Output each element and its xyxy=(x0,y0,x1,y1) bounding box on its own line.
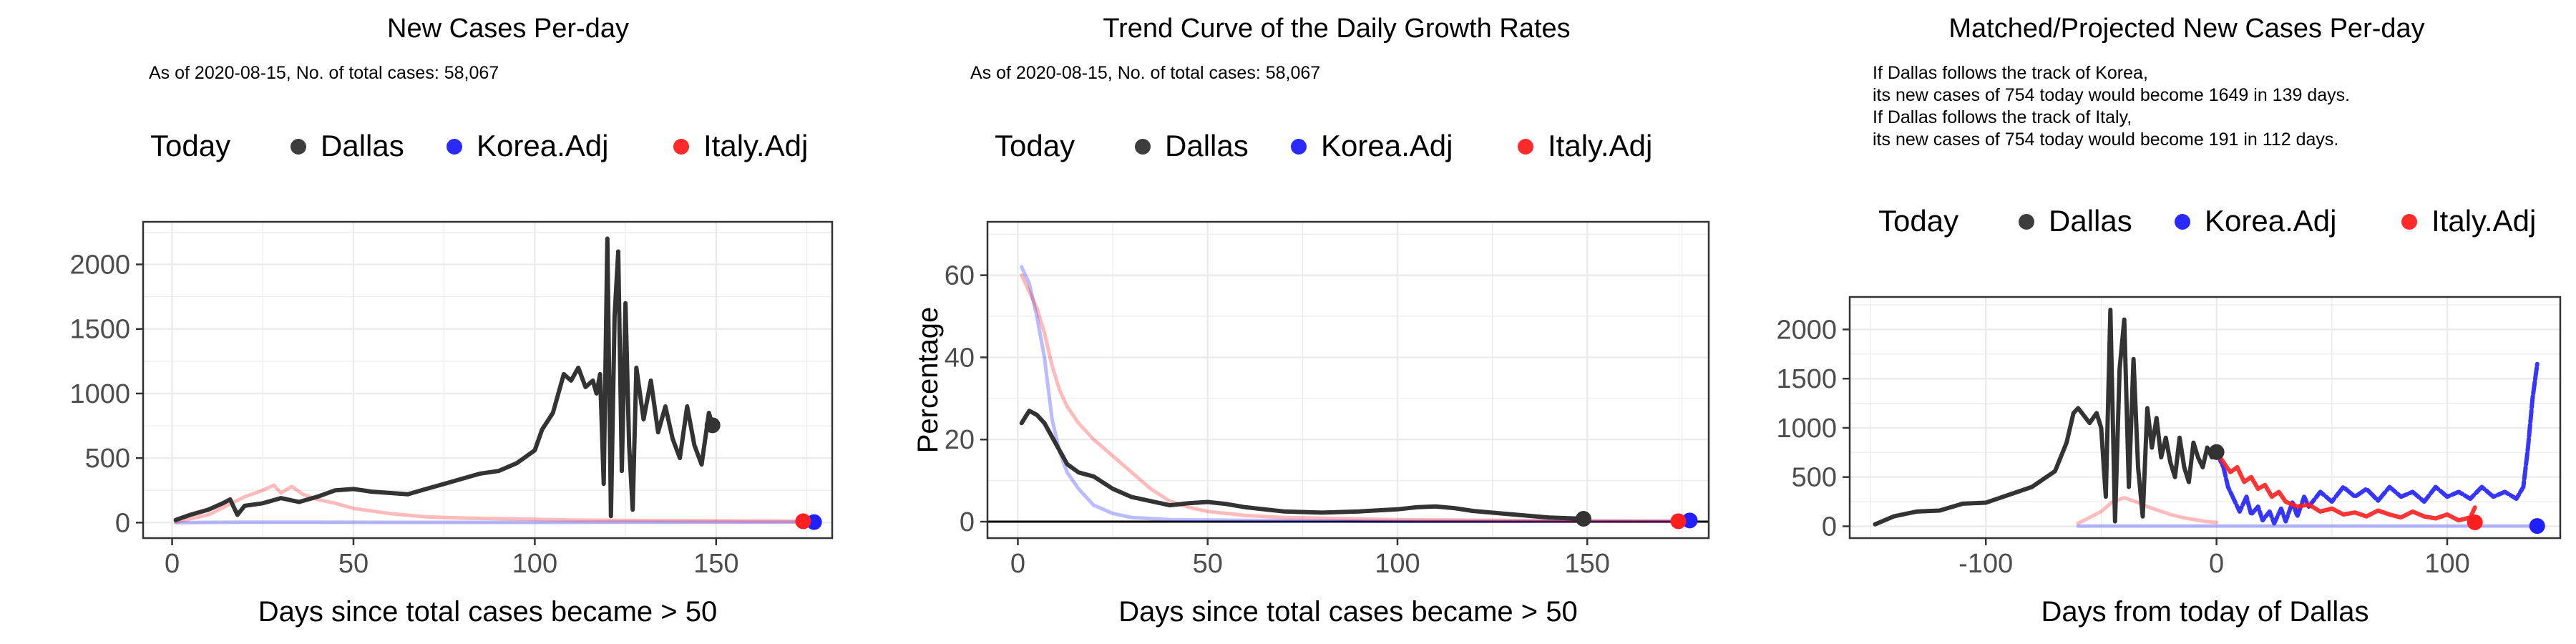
x-tick-label: -100 xyxy=(1958,549,2013,579)
legend-marker-dallas xyxy=(1135,139,1151,155)
legend-label-dallas: Dallas xyxy=(321,129,404,162)
chart-growth-rate-trend: Trend Curve of the Daily Growth Rates As … xyxy=(912,14,1710,628)
legend-item-korea-adj: Korea.Adj xyxy=(447,129,608,162)
today-point-dallas xyxy=(1575,511,1591,527)
plot-border xyxy=(1848,296,2562,540)
today-point-italy-adj xyxy=(1670,513,1687,530)
y-tick-label: 2000 xyxy=(1776,315,1837,345)
legend-item-italy-adj: Italy.Adj xyxy=(673,129,808,162)
y-tick-label: 2000 xyxy=(69,250,130,280)
x-axis-label: Days since total cases became > 50 xyxy=(258,596,717,628)
y-tick-label: 1500 xyxy=(1776,364,1837,394)
series-line-italy-adj xyxy=(174,483,805,524)
legend: Today Dallas Korea.Adj Italy.Adj xyxy=(995,129,1652,162)
legend-marker-italy-adj xyxy=(2401,214,2417,230)
x-tick-label: 0 xyxy=(2209,549,2224,579)
series-line-korea-adj-projection xyxy=(2214,361,2540,526)
plot-border xyxy=(986,220,1710,540)
x-tick-label: 50 xyxy=(1193,549,1223,579)
x-tick-label: 150 xyxy=(693,549,738,579)
series-line-italy-adj-projection xyxy=(2214,449,2477,523)
legend-label-korea-adj: Korea.Adj xyxy=(1321,129,1453,162)
chart-new-cases-per-day: New Cases Per-day As of 2020-08-15, No. o… xyxy=(69,14,834,628)
legend-item-italy-adj: Italy.Adj xyxy=(1518,129,1652,162)
legend-label-korea-adj: Korea.Adj xyxy=(477,129,608,162)
y-tick-label: 0 xyxy=(960,507,975,537)
today-point-korea-adj xyxy=(2529,518,2545,535)
x-tick-label: 100 xyxy=(2424,549,2469,579)
x-axis-label: Days from today of Dallas xyxy=(2041,596,2369,628)
x-tick-label: 150 xyxy=(1565,549,1610,579)
y-tick-label: 500 xyxy=(1792,463,1837,493)
today-point-dallas xyxy=(704,417,721,434)
legend-label-dallas: Dallas xyxy=(2049,204,2132,238)
legend-title: Today xyxy=(1878,204,1958,238)
grid xyxy=(1850,297,2560,538)
legend-item-dallas: Dallas xyxy=(291,129,404,162)
chart-subtitle-line: its new cases of 754 today would become … xyxy=(1873,85,2350,105)
legend-item-korea-adj: Korea.Adj xyxy=(2175,204,2336,238)
legend-label-korea-adj: Korea.Adj xyxy=(2205,204,2336,238)
y-tick-label: 500 xyxy=(85,444,130,474)
legend-title: Today xyxy=(995,129,1075,162)
legend-label-italy-adj: Italy.Adj xyxy=(1548,129,1652,162)
y-tick-label: 0 xyxy=(1822,512,1837,542)
legend-marker-italy-adj xyxy=(673,139,689,155)
legend: Today Dallas Korea.Adj Italy.Adj xyxy=(1878,204,2536,238)
x-axis-label: Days since total cases became > 50 xyxy=(1118,596,1577,628)
x-tick-label: 0 xyxy=(165,549,180,579)
legend-title: Today xyxy=(150,129,230,162)
y-tick-label: 60 xyxy=(945,261,975,291)
legend-label-italy-adj: Italy.Adj xyxy=(2431,204,2536,238)
plot-border xyxy=(142,220,834,540)
chart-title: Matched/Projected New Cases Per-day xyxy=(1948,14,2424,44)
legend-marker-dallas xyxy=(2019,214,2034,230)
legend-label-dallas: Dallas xyxy=(1165,129,1249,162)
today-point-dallas xyxy=(2208,444,2225,460)
legend-item-korea-adj: Korea.Adj xyxy=(1291,129,1453,162)
today-point-italy-adj xyxy=(2467,514,2483,530)
chart-subtitle-line: If Dallas follows the track of Korea, xyxy=(1873,63,2148,83)
y-tick-label: 40 xyxy=(945,343,975,373)
chart-subtitle-line: its new cases of 754 today would become … xyxy=(1873,130,2338,150)
y-tick-label: 20 xyxy=(945,425,975,455)
chart-title: Trend Curve of the Daily Growth Rates xyxy=(1103,14,1570,44)
chart-projected-new-cases: Matched/Projected New Cases Per-day If Da… xyxy=(1776,14,2562,628)
chart-title: New Cases Per-day xyxy=(387,14,629,44)
series-line-korea-adj xyxy=(174,520,816,525)
series-line-italy-adj xyxy=(1020,273,1681,523)
series-line-dallas xyxy=(1019,409,1586,521)
series-line-korea-adj xyxy=(1020,265,1692,523)
legend-item-dallas: Dallas xyxy=(1135,129,1249,162)
legend-item-italy-adj: Italy.Adj xyxy=(2401,204,2536,238)
y-tick-label: 1500 xyxy=(69,315,130,345)
legend-label-italy-adj: Italy.Adj xyxy=(703,129,808,162)
chart-subtitle-line: If Dallas follows the track of Italy, xyxy=(1873,107,2132,127)
legend-item-dallas: Dallas xyxy=(2019,204,2132,238)
x-tick-label: 0 xyxy=(1010,549,1025,579)
legend-marker-dallas xyxy=(291,139,306,155)
legend-marker-korea-adj xyxy=(2175,214,2190,230)
y-tick-label: 1000 xyxy=(69,379,130,409)
today-point-korea-adj xyxy=(1682,512,1698,529)
today-point-italy-adj xyxy=(795,513,811,530)
y-tick-label: 0 xyxy=(115,508,130,538)
series-line-dallas xyxy=(1873,307,2219,527)
x-tick-label: 100 xyxy=(512,549,557,579)
x-tick-label: 50 xyxy=(338,549,369,579)
legend: Today Dallas Korea.Adj Italy.Adj xyxy=(150,129,808,162)
legend-marker-korea-adj xyxy=(447,139,462,155)
legend-marker-korea-adj xyxy=(1291,139,1307,155)
chart-subtitle-line: As of 2020-08-15, No. of total cases: 58… xyxy=(149,63,499,83)
grid xyxy=(987,222,1709,538)
series-line-italy-adj xyxy=(2076,496,2219,525)
grid xyxy=(143,222,832,538)
legend-marker-italy-adj xyxy=(1518,139,1533,155)
chart-subtitle-line: As of 2020-08-15, No. of total cases: 58… xyxy=(970,63,1320,83)
series-line-dallas xyxy=(173,236,715,522)
y-axis-label: Percentage xyxy=(912,307,944,454)
y-tick-label: 1000 xyxy=(1776,414,1837,444)
x-tick-label: 100 xyxy=(1375,549,1420,579)
